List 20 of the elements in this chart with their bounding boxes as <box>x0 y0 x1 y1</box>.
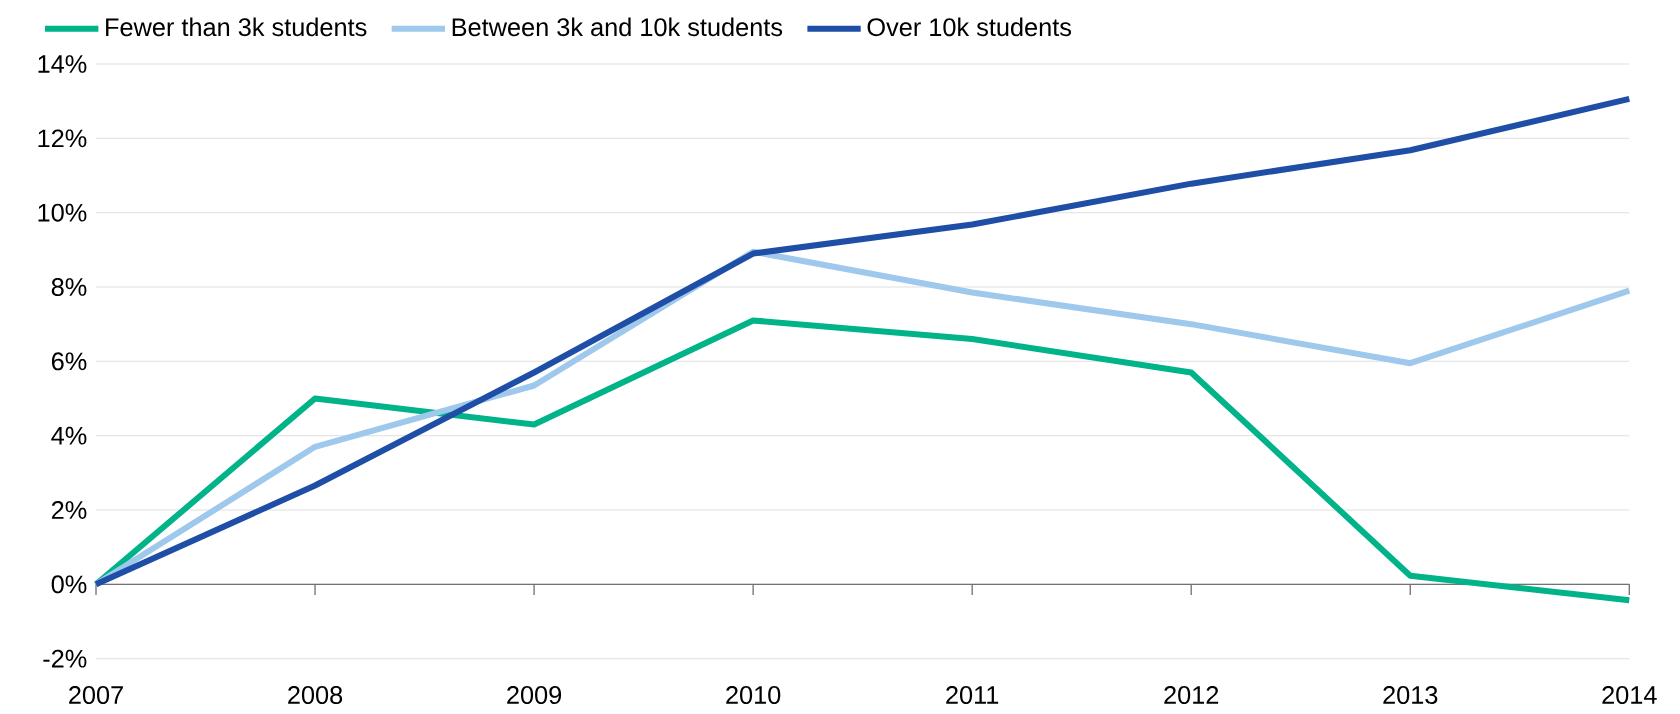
y-tick-label: -2% <box>43 649 87 668</box>
x-tick-label: 2010 <box>726 686 781 704</box>
y-tick-label: 6% <box>51 352 87 371</box>
x-tick-label: 2009 <box>507 686 562 704</box>
x-tick-label: 2013 <box>1383 686 1438 704</box>
x-tick-label: 2011 <box>946 686 999 704</box>
y-tick-label: 2% <box>51 501 87 519</box>
x-tick-label: 2007 <box>69 686 123 704</box>
y-tick-label: 0% <box>51 575 87 594</box>
y-tick-label: 8% <box>51 278 87 296</box>
y-tick-label: 12% <box>38 129 87 148</box>
legend-label: Fewer than 3k students <box>106 17 367 37</box>
y-tick-label: 4% <box>51 426 87 445</box>
x-tick-label: 2008 <box>288 686 343 704</box>
y-tick-label: 10% <box>38 203 87 222</box>
legend-label: Over 10k students <box>867 17 1072 37</box>
x-tick-label: 2012 <box>1164 686 1219 704</box>
legend-label: Between 3k and 10k students <box>452 17 783 37</box>
x-tick-label: 2014 <box>1602 686 1657 704</box>
y-tick-label: 14% <box>38 55 87 73</box>
